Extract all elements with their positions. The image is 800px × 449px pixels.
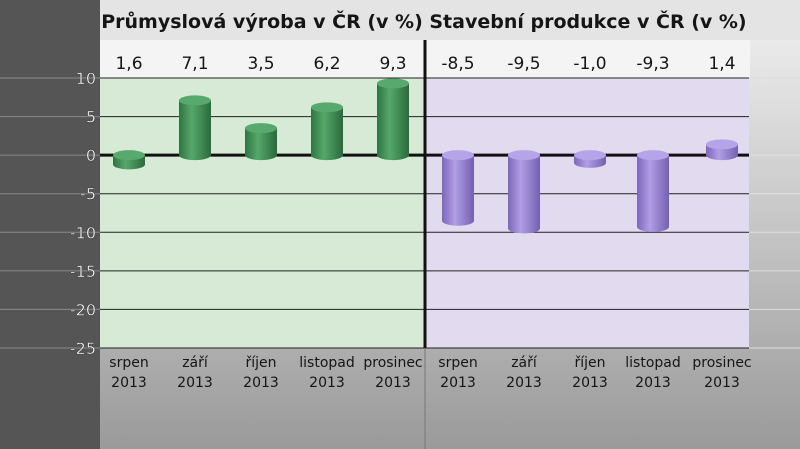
bar-bottom-cap [311, 150, 343, 161]
category-label: listopad [625, 355, 680, 371]
bar-bottom-cap [574, 157, 606, 168]
category-year: 2013 [111, 375, 147, 391]
category-label: říjen [245, 355, 276, 371]
data-label: 6,2 [313, 54, 340, 74]
category-label: prosinec [363, 355, 422, 371]
y-tick-label: -20 [70, 300, 96, 319]
bar-bottom-cap [245, 150, 277, 161]
category-label: září [182, 355, 209, 371]
category-year: 2013 [177, 375, 213, 391]
y-tick-label: 10 [76, 69, 96, 88]
category-year: 2013 [635, 375, 671, 391]
y-tick-label: -25 [70, 339, 96, 358]
left-strip [0, 0, 100, 449]
bar-top-cap [113, 150, 145, 161]
y-tick-label: 0 [86, 146, 96, 165]
bar-listopad [311, 107, 343, 156]
bar-top-cap [377, 78, 409, 89]
category-year: 2013 [440, 375, 476, 391]
category-label: listopad [299, 355, 354, 371]
category-year: 2013 [506, 375, 542, 391]
bar-top-cap [311, 102, 343, 113]
category-year: 2013 [572, 375, 608, 391]
data-label: -8,5 [441, 54, 474, 74]
category-label: září [511, 355, 538, 371]
category-year: 2013 [704, 375, 740, 391]
bar-listopad [637, 155, 669, 227]
category-label: prosinec [692, 355, 751, 371]
y-tick-label: 5 [86, 108, 96, 127]
category-year: 2013 [309, 375, 345, 391]
chart-title-construction: Stavební produkce v ČR (v %) [429, 9, 746, 33]
category-label: říjen [574, 355, 605, 371]
bar-září [508, 155, 540, 229]
bar-bottom-cap [179, 150, 211, 161]
y-tick-label: -15 [70, 262, 96, 281]
bar-top-cap [179, 95, 211, 106]
bar-top-cap [245, 123, 277, 134]
bar-bottom-cap [508, 223, 540, 234]
bar-bottom-cap [377, 150, 409, 161]
title-band [100, 0, 800, 40]
bar-bottom-cap [113, 159, 145, 170]
chart-title-industry: Průmyslová výroba v ČR (v %) [101, 9, 423, 33]
category-year: 2013 [243, 375, 279, 391]
data-label: -1,0 [573, 54, 606, 74]
bar-srpen [442, 155, 474, 221]
bar-prosinec [377, 83, 409, 156]
y-tick-label: -10 [70, 223, 96, 242]
bar-bottom-cap [637, 221, 669, 232]
data-label: 7,1 [181, 54, 208, 74]
data-label: -9,5 [507, 54, 540, 74]
bar-září [179, 100, 211, 156]
bar-bottom-cap [706, 150, 738, 161]
data-label: 1,4 [708, 54, 735, 74]
y-tick-label: -5 [80, 185, 96, 204]
data-label: 9,3 [379, 54, 406, 74]
plot-area-0 [100, 78, 425, 348]
plot-area-1 [425, 78, 749, 348]
category-label: srpen [438, 355, 477, 371]
bar-top-cap [574, 150, 606, 161]
bar-top-cap [442, 150, 474, 161]
bar-prosinec [706, 144, 738, 156]
data-label: 3,5 [247, 54, 274, 74]
bar-bottom-cap [442, 215, 474, 226]
category-label: srpen [109, 355, 148, 371]
category-year: 2013 [375, 375, 411, 391]
bar-top-cap [637, 150, 669, 161]
bar-top-cap [508, 150, 540, 161]
data-label: 1,6 [115, 54, 142, 74]
bar-top-cap [706, 139, 738, 150]
data-label: -9,3 [636, 54, 669, 74]
